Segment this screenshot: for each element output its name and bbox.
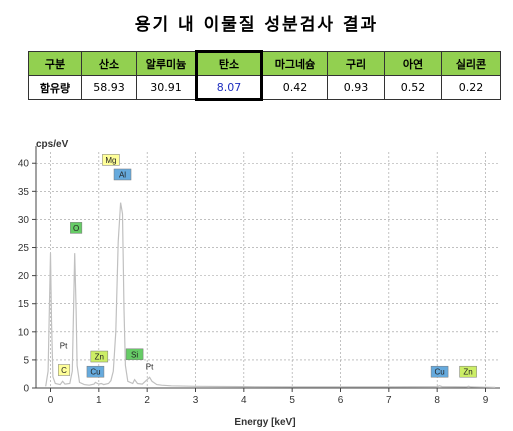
peak-label-box [125,348,144,361]
y-tick-label: 35 [18,187,30,198]
y-tick-label: 15 [18,299,30,310]
peak-label-text: Pt [146,363,154,372]
peak-label-text: Cu [90,368,100,377]
value-cell-aluminum: 30.91 [136,75,197,100]
y-tick-label: 5 [23,355,29,366]
peak-label-text: Zn [95,353,104,362]
header-cell-magnesium: 마그네슘 [261,51,328,76]
peak-label-text: Pt [60,341,68,350]
y-tick-label: 30 [18,215,30,226]
page-title: 용기 내 이물질 성분검사 결과 [134,15,379,35]
peak-label-cu: Cu [430,365,449,378]
value-cell-oxygen: 58.93 [81,75,137,100]
peak-label-text: Si [131,350,138,359]
peak-label-pt: Pt [146,363,154,372]
chart-background [0,128,513,431]
x-tick-label: 7 [386,395,392,406]
table-header-row: 구분 산소 알루미늄 탄소 마그네슘 구리 아연 실리콘 [28,50,501,76]
header-label-cell: 구분 [28,51,82,76]
header-cell-copper: 구리 [327,51,385,76]
x-tick-label: 9 [483,395,489,406]
peak-label-cu: Cu [86,365,105,378]
peak-label-mg: Mg [102,154,120,166]
chart-tick-labels: 0 1 2 3 4 5 6 7 8 9 0 5 10 15 20 25 30 35 40 [18,159,489,406]
peak-label-box [459,365,477,378]
peak-label-box [58,364,71,376]
peak-label-zn: Zn [90,350,109,363]
peak-label-text: Cu [434,368,444,377]
peak-label-box [90,350,109,363]
peak-label-o: O [70,222,83,234]
value-cell-copper: 0.93 [327,75,385,100]
x-tick-label: 3 [193,395,199,406]
x-tick-label: 4 [241,395,247,406]
header-cell-silicon: 실리콘 [441,51,501,76]
peak-label-box [102,154,120,166]
value-cell-zinc: 0.52 [384,75,442,100]
peak-label-al: Al [113,168,132,181]
value-cell-silicon: 0.22 [441,75,501,100]
peak-label-box [70,222,83,234]
y-tick-label: 0 [23,384,29,395]
y-tick-label: 10 [18,327,30,338]
header-cell-carbon: 탄소 [195,50,263,76]
table-value-row: 함유량 58.93 30.91 8.07 0.42 0.93 0.52 0.22 [28,75,501,101]
header-cell-aluminum: 알루미늄 [136,51,197,76]
peak-label-text: C [61,366,67,375]
chart-grid [36,152,500,388]
row-label-cell: 함유량 [28,75,82,100]
x-tick-label: 1 [96,395,102,406]
peak-label-text: O [73,224,79,233]
value-cell-carbon: 8.07 [195,75,263,101]
y-tick-label: 25 [18,243,30,254]
x-axis-label: Energy [keV] [234,417,295,428]
x-tick-label: 6 [338,395,344,406]
peak-label-text: Al [119,170,126,179]
x-tick-label: 0 [48,395,54,406]
peak-label-text: Mg [105,156,116,165]
peak-label-box [86,365,105,378]
peak-label-box [430,365,449,378]
composition-table: 구분 산소 알루미늄 탄소 마그네슘 구리 아연 실리콘 함유량 58.93 3… [28,50,501,101]
peak-label-text: Zn [463,368,472,377]
peak-label-c: C [58,364,71,376]
peak-label-zn: Zn [459,365,477,378]
peak-label-si: Si [125,348,144,361]
header-cell-zinc: 아연 [384,51,442,76]
x-tick-label: 2 [144,395,150,406]
value-cell-magnesium: 0.42 [261,75,328,100]
x-tick-label: 5 [289,395,295,406]
chart-axes [32,146,500,392]
spectrum-line [45,202,496,388]
peak-label-box [113,168,132,181]
y-tick-label: 20 [18,271,30,282]
y-axis-label: cps/eV [36,139,69,150]
header-cell-oxygen: 산소 [81,51,137,76]
peak-label-pt: Pt [60,341,68,350]
x-tick-label: 8 [434,395,440,406]
y-tick-label: 40 [18,159,30,170]
chart-series [45,202,496,388]
